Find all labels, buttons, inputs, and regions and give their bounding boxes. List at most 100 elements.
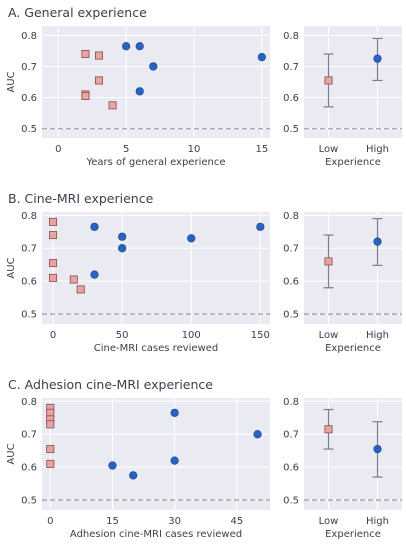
- panel-4: 0.5 0.6 0.7 0.8 Low High Experience: [283, 211, 402, 354]
- y-tick-label: 0.6: [283, 277, 299, 288]
- x-tick-label: High: [366, 144, 389, 155]
- panel-title: C. Adhesion cine-MRI experience: [8, 377, 213, 392]
- panel-6: 0.5 0.6 0.7 0.8 Low High Experience: [283, 397, 402, 540]
- data-point-low: [49, 259, 58, 268]
- data-point-high: [122, 42, 131, 51]
- data-point-low: [81, 92, 90, 101]
- y-axis-label: AUC: [6, 257, 17, 278]
- y-tick-label: 0.7: [283, 244, 299, 255]
- data-point-high: [253, 430, 262, 439]
- y-tick-label: 0.5: [21, 124, 37, 135]
- y-tick-label: 0.5: [283, 310, 299, 321]
- plot-background: [304, 26, 402, 138]
- y-tick-label: 0.8: [21, 211, 37, 222]
- y-axis-label: AUC: [6, 71, 17, 92]
- x-axis-label: Cine-MRI cases reviewed: [94, 343, 219, 354]
- data-point-low: [49, 273, 58, 282]
- mean-point-low: [324, 425, 333, 434]
- y-tick-label: 0.5: [283, 124, 299, 135]
- y-tick-label: 0.8: [21, 397, 37, 408]
- x-axis-label: Years of general experience: [86, 157, 226, 168]
- x-tick-label: 30: [168, 516, 181, 527]
- x-tick-label: 0: [47, 516, 53, 527]
- data-point-low: [76, 285, 85, 294]
- mean-point-low: [324, 257, 333, 266]
- panel-2: 0.5 0.6 0.7 0.8 Low High Experience: [283, 26, 402, 168]
- y-tick-label: 0.5: [21, 496, 37, 507]
- data-point-high: [135, 42, 144, 51]
- data-point-high: [149, 62, 158, 71]
- x-tick-label: 15: [106, 516, 119, 527]
- panel-title: B. Cine-MRI experience: [8, 191, 154, 206]
- data-point-high: [118, 244, 127, 253]
- data-point-low: [46, 459, 55, 468]
- data-point-low: [81, 50, 90, 59]
- y-tick-label: 0.7: [21, 62, 37, 73]
- data-point-low: [95, 51, 104, 60]
- x-tick-label: 0: [55, 144, 61, 155]
- data-point-low: [46, 445, 55, 454]
- y-tick-label: 0.6: [21, 93, 37, 104]
- y-tick-label: 0.6: [21, 277, 37, 288]
- y-tick-label: 0.8: [283, 397, 299, 408]
- x-tick-label: 0: [50, 330, 56, 341]
- x-tick-label: Low: [319, 144, 339, 155]
- panel-5: 0.5 0.6 0.7 0.8 0 15 30 45 Adhesion cine-MRI cas…: [6, 377, 270, 540]
- x-axis-label: Experience: [325, 157, 381, 168]
- y-tick-label: 0.8: [21, 31, 37, 42]
- data-point-high: [187, 234, 196, 243]
- y-tick-label: 0.5: [21, 310, 37, 321]
- data-point-high: [90, 222, 99, 231]
- plot-background: [304, 398, 402, 510]
- x-tick-label: 150: [251, 330, 270, 341]
- x-tick-label: Low: [319, 516, 339, 527]
- data-point-high: [129, 471, 138, 480]
- x-axis-label: Experience: [325, 343, 381, 354]
- data-point-high: [170, 456, 179, 465]
- data-point-high: [256, 222, 265, 231]
- x-tick-label: 45: [230, 516, 243, 527]
- plot-background: [42, 398, 270, 510]
- data-point-low: [108, 101, 117, 110]
- data-point-high: [118, 232, 127, 241]
- plot-background: [304, 212, 402, 324]
- x-axis-label: Adhesion cine-MRI cases reviewed: [70, 529, 242, 540]
- data-point-high: [135, 87, 144, 96]
- y-tick-label: 0.8: [283, 31, 299, 42]
- plot-background: [42, 26, 270, 138]
- data-point-low: [49, 217, 58, 226]
- panel-3: 0.5 0.6 0.7 0.8 0 50 100 150 Cine-MRI cases revi…: [6, 191, 270, 354]
- data-point-low: [69, 275, 78, 284]
- x-tick-label: 50: [116, 330, 129, 341]
- x-tick-label: High: [366, 516, 389, 527]
- data-point-low: [49, 231, 58, 240]
- panel-1: 0.5 0.6 0.7 0.8 0 5 10 15 Years of general exper…: [6, 5, 270, 168]
- y-tick-label: 0.8: [283, 211, 299, 222]
- y-tick-label: 0.7: [21, 244, 37, 255]
- y-tick-label: 0.6: [283, 93, 299, 104]
- data-point-low: [46, 408, 55, 417]
- data-point-low: [95, 76, 104, 85]
- x-tick-label: High: [366, 330, 389, 341]
- x-tick-label: 10: [188, 144, 201, 155]
- mean-point-high: [373, 54, 382, 63]
- y-tick-label: 0.6: [21, 463, 37, 474]
- mean-point-high: [373, 444, 382, 454]
- data-point-high: [90, 270, 99, 279]
- mean-point-high: [373, 237, 382, 246]
- plot-background: [42, 212, 270, 324]
- data-point-low: [46, 420, 55, 429]
- mean-point-low: [324, 76, 333, 85]
- y-tick-label: 0.7: [283, 430, 299, 441]
- x-tick-label: 5: [123, 144, 129, 155]
- y-axis-label: AUC: [6, 443, 17, 464]
- data-point-high: [257, 53, 266, 62]
- y-tick-label: 0.6: [283, 463, 299, 474]
- data-point-high: [108, 461, 117, 470]
- panel-title: A. General experience: [8, 5, 147, 20]
- data-point-high: [170, 408, 179, 417]
- y-tick-label: 0.7: [283, 62, 299, 73]
- x-tick-label: Low: [319, 330, 339, 341]
